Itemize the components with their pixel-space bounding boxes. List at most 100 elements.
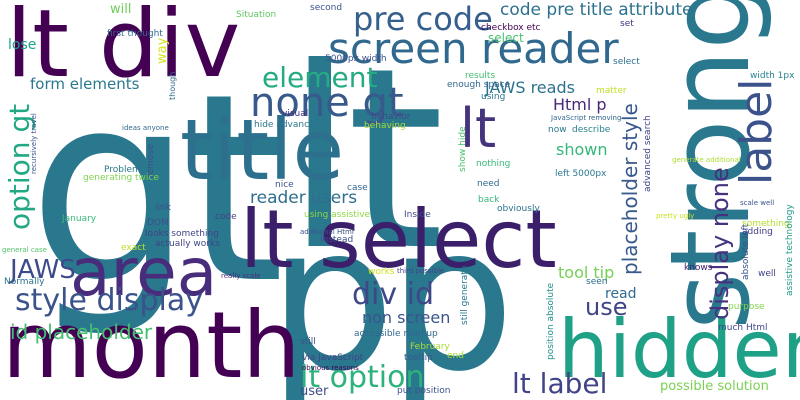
word-p-right: p	[388, 183, 515, 400]
word-user: user	[300, 384, 329, 399]
word-scale-well: scale well	[740, 199, 775, 207]
word-div-id: div id	[352, 277, 435, 312]
word-position-absolute: position absolute	[546, 282, 556, 360]
word-lt-option: lt option	[300, 360, 425, 395]
word-generate-additional: generate additional	[672, 156, 741, 164]
word-now: now	[548, 125, 567, 135]
word-actually-works: actually works	[155, 239, 220, 249]
word-pretty-ugly: pretty ugly	[656, 212, 695, 220]
word-matter: matter	[596, 86, 627, 96]
word-select-tiny: select	[613, 57, 640, 67]
word-screen-reader: screen reader	[328, 24, 619, 73]
word-describe: describe	[572, 125, 611, 135]
word-hidden: hidden	[558, 303, 800, 396]
word-html-p: Html p	[553, 95, 607, 114]
word-second: second	[310, 3, 343, 13]
word-label: label	[731, 78, 782, 185]
word-code-pre-title-attribute: code pre title attribute	[500, 0, 693, 20]
word-javascript-removing: JavaScript removing	[551, 114, 622, 122]
word-5000px-width: 5000px width	[325, 54, 387, 64]
word-id-placeholder: id placeholder	[10, 320, 153, 344]
word-much-html: much Html	[718, 323, 768, 333]
word-general-case: general case	[2, 246, 47, 254]
word-well: well	[758, 269, 776, 279]
word-non-screen: non screen	[362, 308, 451, 327]
word-shown: shown	[556, 140, 608, 159]
word-p-left: p	[268, 183, 395, 400]
word-via-javascript: via JavaScript	[302, 353, 364, 363]
word-generating-twice: generating twice	[83, 173, 159, 183]
word-hide-advanced: hide advanced	[254, 120, 321, 130]
word-still-generate: still generate	[460, 265, 470, 325]
word-inside: Inside	[404, 210, 431, 220]
word-need: need	[477, 179, 500, 189]
word-code: code	[215, 212, 237, 222]
word-obviously: obviously	[497, 204, 540, 214]
word-dom: DOM	[147, 218, 169, 228]
word-exact: exact	[121, 243, 146, 253]
word-works: works	[368, 267, 395, 277]
word-element: element	[262, 61, 378, 94]
word-behaving: behaving	[364, 121, 406, 131]
word-adding: adding	[742, 227, 773, 237]
word-title: title	[180, 101, 345, 199]
word-purpose: purpose	[728, 302, 765, 312]
word-lt-large: lt	[285, 14, 445, 305]
word-january: January	[62, 214, 97, 224]
word-show-hide: show hide	[458, 126, 468, 172]
word-using-assistive: using assistive	[304, 210, 371, 220]
word-accessible-markup: accessible markup	[354, 329, 438, 339]
word-none-gt: none gt	[250, 80, 404, 126]
word-pre-code: pre code	[353, 0, 493, 38]
word-width-1px: width 1px	[750, 71, 795, 81]
word-lt-div: lt div	[6, 0, 241, 99]
word-possible-solution: possible solution	[660, 379, 769, 394]
word-third-possible: third possible	[397, 267, 445, 275]
word-knows: knows	[684, 263, 713, 273]
word-put-position: put position	[397, 386, 451, 396]
word-display-none: display none	[706, 167, 734, 320]
word-read: read	[605, 286, 637, 302]
word-nice: nice	[275, 180, 294, 190]
word-recursively-travel: recursively travel	[30, 113, 38, 174]
word-situation: Situation	[236, 10, 277, 20]
word-instead: instead	[320, 235, 354, 245]
word-reader-users: reader users	[250, 188, 358, 208]
word-though: though	[168, 71, 177, 100]
word-advanced-search: advanced search	[643, 115, 653, 192]
word-assistive-technology: assistive technology	[785, 204, 795, 296]
word-tooltip: tooltip	[404, 353, 433, 363]
word-something: something	[742, 219, 790, 229]
word-ideas-anyone: ideas anyone	[122, 124, 169, 132]
word-lose: lose	[8, 37, 37, 53]
word-way: way	[155, 37, 170, 64]
word-still: still	[300, 337, 316, 347]
word-set: set	[620, 19, 634, 29]
word-obvious-reasons: obvious reasons	[302, 364, 359, 372]
word-link: link	[155, 203, 171, 213]
word-lt-select: lt select	[240, 193, 557, 286]
word-lt-label: lt label	[512, 367, 608, 400]
word-jaws: JAWS	[10, 255, 76, 285]
word-nothing: nothing	[476, 159, 511, 169]
word-form-elements: form elements	[30, 75, 140, 93]
word-normally: Normally	[4, 277, 45, 287]
word-will: will	[110, 2, 132, 17]
word-results: results	[465, 71, 496, 81]
word-using: using	[481, 92, 506, 102]
word-looks-something: looks something	[145, 229, 219, 239]
word-checkbox-etc: checkbox etc	[481, 23, 541, 33]
word-additional-html: additional Html	[300, 228, 354, 236]
word-back: back	[478, 195, 500, 205]
word-placeholder-style: placeholder style	[618, 103, 642, 275]
word-seen: seen	[586, 277, 608, 287]
word-use: use	[585, 293, 628, 321]
word-really-scale: really scale	[221, 272, 261, 280]
word-problem: Problem	[104, 165, 141, 175]
word-february: February	[410, 342, 450, 352]
word-gt: gt	[28, 39, 285, 341]
word-lt-small: lt	[460, 97, 497, 160]
word-month: month	[2, 292, 301, 399]
word-case: case	[347, 183, 368, 193]
